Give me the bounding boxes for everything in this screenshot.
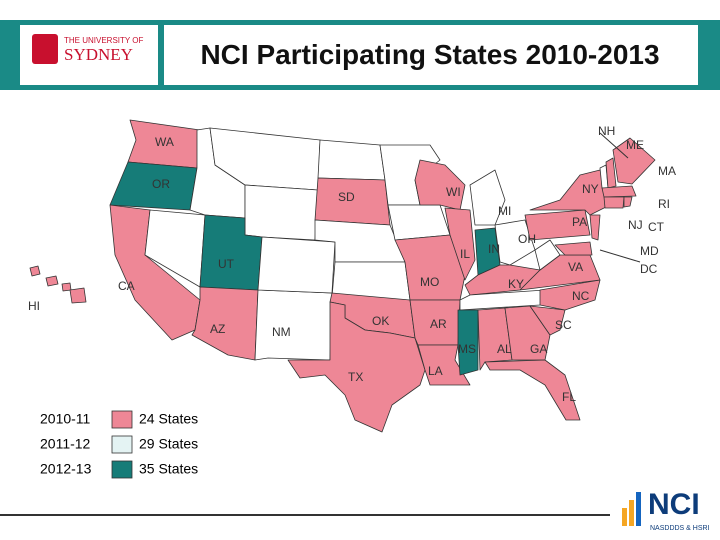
footer-logo-name: NCI <box>648 488 700 521</box>
state-label: MA <box>658 164 676 178</box>
state-label: OR <box>152 177 170 191</box>
state-label: NH <box>598 124 615 138</box>
state-label: MI <box>498 204 511 218</box>
us-map <box>29 119 656 433</box>
title-box <box>164 25 698 85</box>
legend-period: 2010-11 <box>40 411 91 427</box>
state-label: OH <box>518 232 536 246</box>
state-label: AL <box>497 342 512 356</box>
state-label: WA <box>155 135 174 149</box>
legend-period: 2011-12 <box>40 436 91 452</box>
legend-swatch <box>111 435 133 454</box>
state-label: MO <box>420 275 439 289</box>
state-label: NM <box>272 325 291 339</box>
state-label: NY <box>582 182 599 196</box>
legend-label: 29 States <box>139 436 198 452</box>
state-label: TX <box>348 370 363 384</box>
state-label: SD <box>338 190 355 204</box>
state-label: KY <box>508 277 524 291</box>
state-label: IL <box>460 247 470 261</box>
title: NCI Participating States 2010-2013 <box>200 39 659 70</box>
nci-logo-icon <box>622 492 641 526</box>
legend-swatch <box>111 410 133 429</box>
footer-logo-subtitle: NASDDDS & HSRI <box>650 525 710 532</box>
state-label: PA <box>572 215 587 229</box>
state-label: VA <box>568 260 583 274</box>
state-label: SC <box>555 318 572 332</box>
state-label: MS <box>458 342 476 356</box>
state-label: WI <box>446 185 461 199</box>
state-label: GA <box>530 342 547 356</box>
state-label: HI <box>28 299 40 313</box>
legend-swatch <box>111 460 133 479</box>
state-label: ME <box>626 138 644 152</box>
state-label: CT <box>648 220 665 234</box>
legend-label: 24 States <box>139 411 198 427</box>
logo-line1: THE UNIVERSITY OF <box>64 36 144 45</box>
state-label: OK <box>372 314 389 328</box>
logo-line2: SYDNEY <box>64 45 133 64</box>
state-label: NC <box>572 289 590 303</box>
state-label: AR <box>430 317 447 331</box>
crest <box>32 34 58 64</box>
state-label: UT <box>218 257 235 271</box>
legend-label: 35 States <box>139 461 198 477</box>
legend-period: 2012-13 <box>40 461 92 477</box>
state-label: IN <box>488 242 500 256</box>
state-label: RI <box>658 197 670 211</box>
state-label: CA <box>118 279 135 293</box>
state-label: DC <box>640 262 658 276</box>
state-label: LA <box>428 364 443 378</box>
state-label: MD <box>640 244 659 258</box>
state-label: NJ <box>628 218 643 232</box>
state-label: FL <box>562 390 576 404</box>
state-label: AZ <box>210 322 225 336</box>
